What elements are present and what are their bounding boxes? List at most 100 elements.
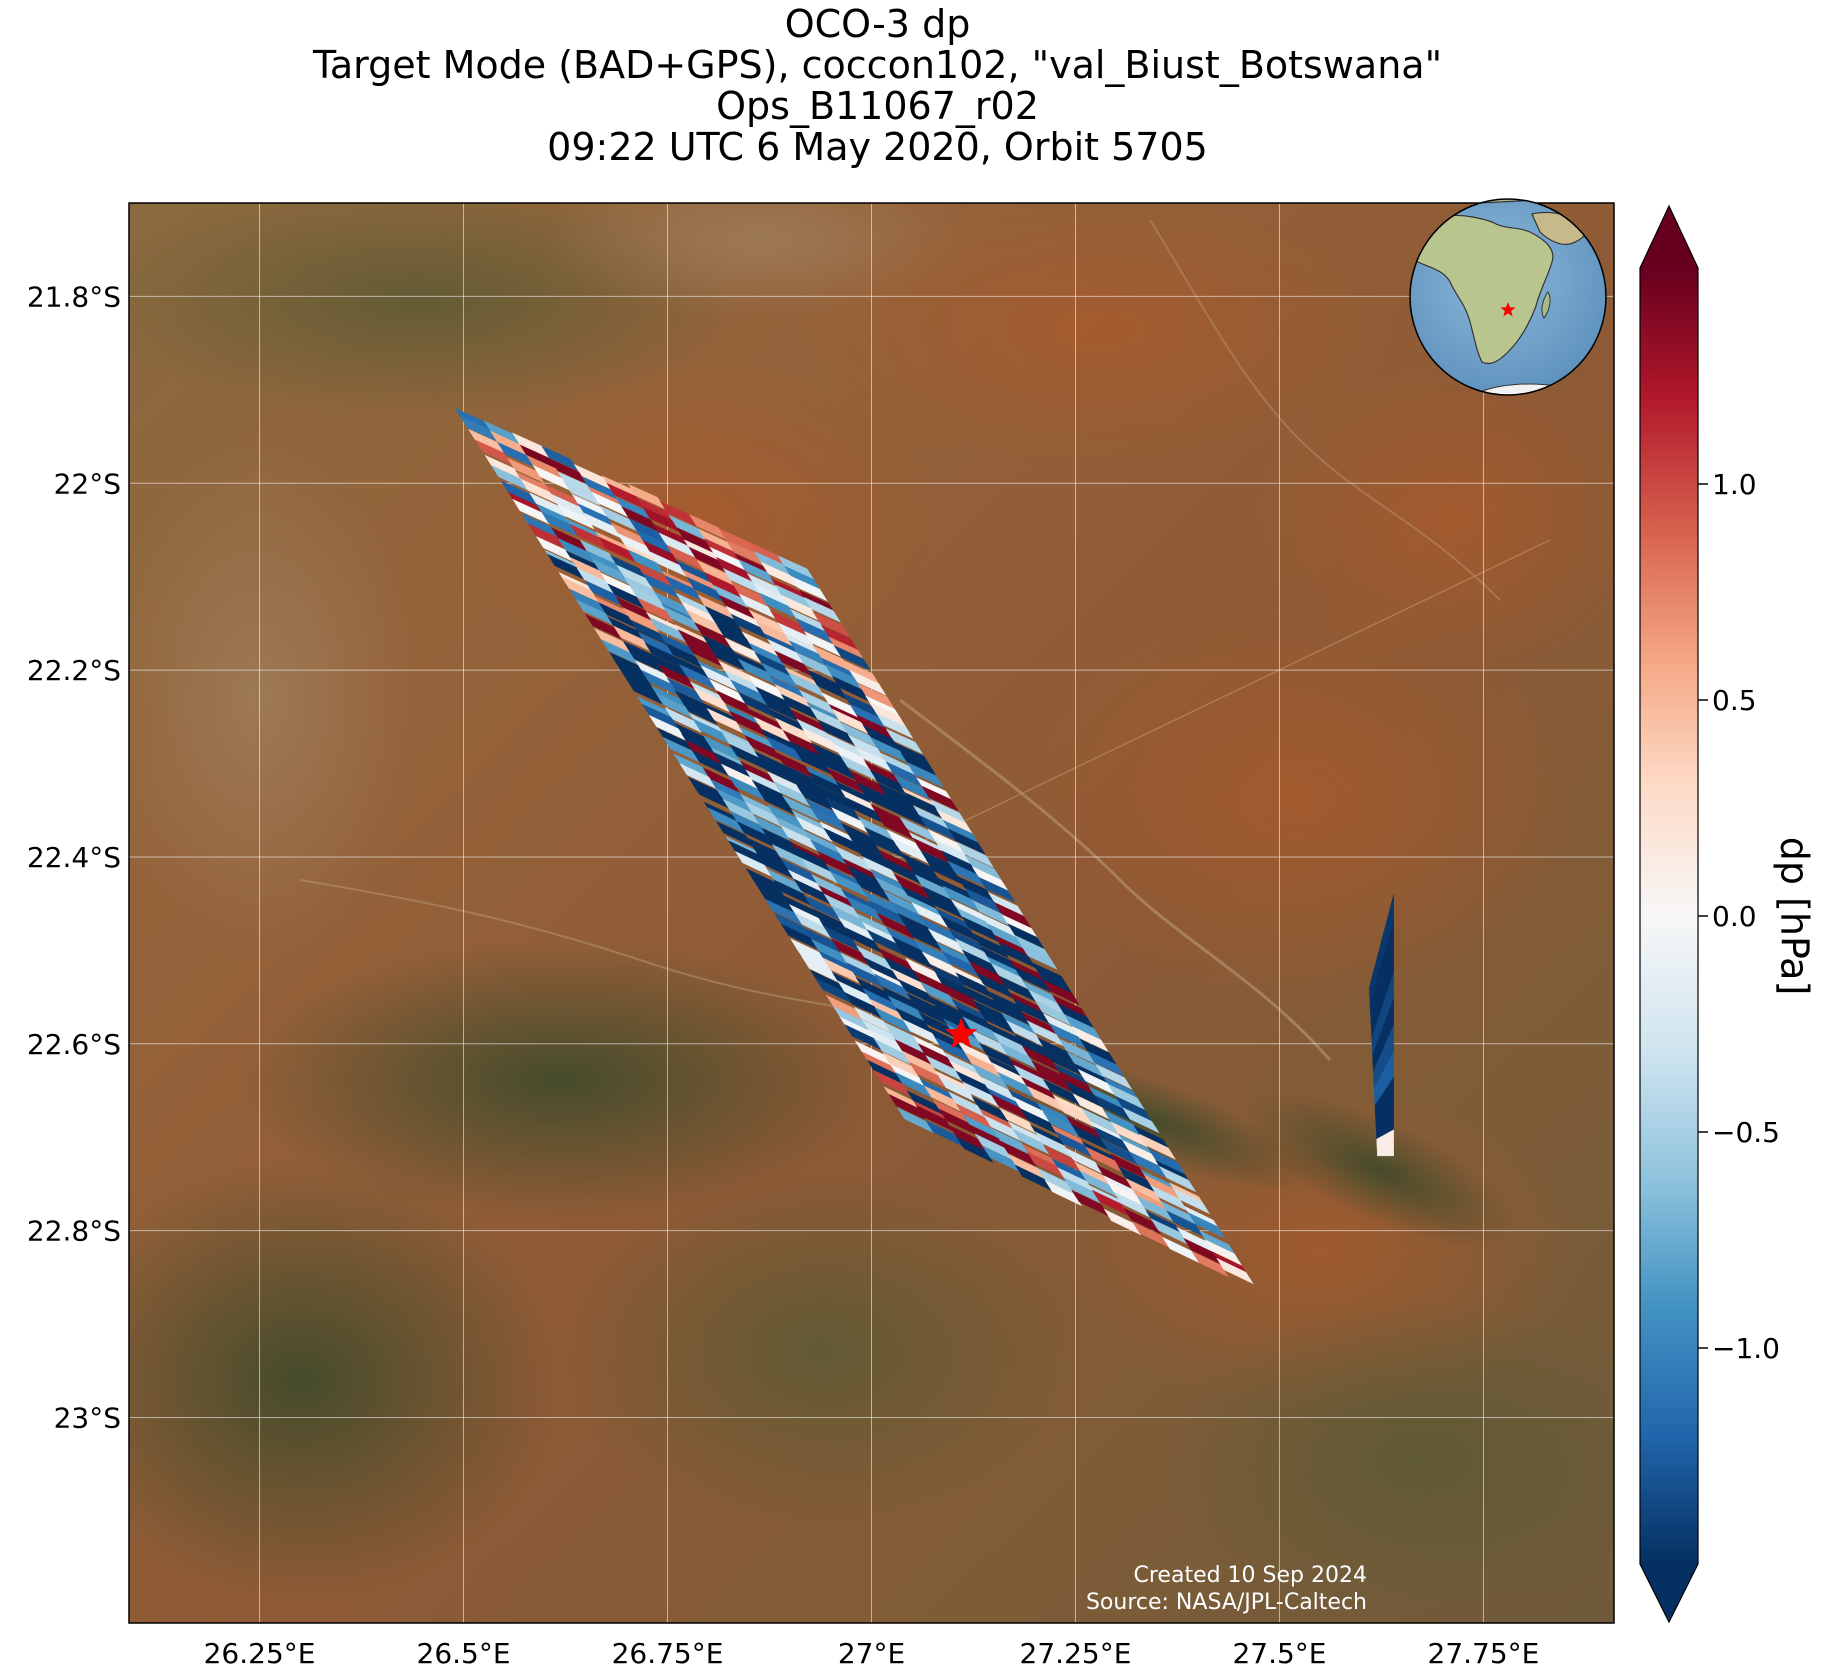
- dp-footprint: [563, 480, 601, 507]
- globe-target-star-icon: [1500, 302, 1516, 317]
- dp-footprint: [780, 693, 819, 720]
- dp-footprint: [1191, 1250, 1229, 1278]
- lon-tick-label: 26.25°E: [204, 1637, 316, 1670]
- colorbar-tick-label: −0.5: [1712, 1116, 1780, 1149]
- dp-footprint: [1204, 1239, 1243, 1266]
- colorbar-outline: [1639, 204, 1699, 1624]
- dp-footprint: [1007, 923, 1045, 950]
- dp-footprint: [1172, 1187, 1211, 1215]
- dp-footprint: [921, 785, 959, 812]
- inset-globe: [1409, 198, 1607, 396]
- dp-footprint: [888, 1093, 926, 1121]
- dp-footprint: [1093, 1094, 1132, 1122]
- dp-footprint: [730, 581, 769, 608]
- dp-footprint: [659, 501, 698, 527]
- dp-footprint: [1216, 1257, 1254, 1285]
- dp-footprint: [964, 986, 1002, 1013]
- title-line-1: OCO-3 dp: [784, 2, 971, 46]
- globe-madagascar: [1541, 291, 1551, 319]
- dp-footprint: [512, 498, 550, 525]
- dp-footprint: [765, 735, 804, 762]
- lon-tick-label: 27°E: [838, 1637, 905, 1670]
- dp-footprint: [708, 645, 747, 672]
- map-title: OCO-3 dp Target Mode (BAD+GPS), coccon10…: [0, 4, 1755, 168]
- dp-footprint: [874, 1007, 912, 1034]
- colorbar-ticks: 1.0 0.5 0.0 −0.5 −1.0: [1698, 468, 1780, 1365]
- dp-footprint: [956, 1136, 994, 1164]
- lon-tick-label: 27.25°E: [1020, 1637, 1132, 1670]
- dp-footprint: [875, 713, 914, 739]
- lat-tick-label: 22°S: [54, 467, 121, 500]
- dp-footprint: [664, 707, 703, 733]
- dp-footprint: [803, 596, 842, 623]
- dp-footprint: [636, 597, 675, 624]
- dp-swath-small: [1368, 894, 1394, 1157]
- colorbar-extend-max: [1640, 206, 1698, 268]
- dp-footprint: [1086, 1050, 1125, 1077]
- dp-footprint: [766, 803, 805, 831]
- dp-footprint: [1376, 1129, 1394, 1157]
- dp-footprint: [896, 1107, 935, 1134]
- dp-footprint: [557, 503, 595, 530]
- lat-tick-label: 22.2°S: [27, 654, 121, 687]
- dp-footprint: [1100, 1139, 1139, 1166]
- dp-footprint: [1103, 1208, 1142, 1236]
- dp-footprint: [885, 728, 924, 755]
- dp-footprint: [876, 912, 915, 940]
- title-line-3: Ops_B11067_r02: [716, 84, 1039, 128]
- lon-tick-label: 26.5°E: [417, 1637, 511, 1670]
- dp-footprint: [962, 1081, 1000, 1108]
- lat-tick-label: 22.8°S: [27, 1215, 121, 1248]
- dp-footprint: [956, 841, 994, 868]
- lat-tick-label: 21.8°S: [27, 280, 121, 313]
- dp-swath-main: [454, 407, 1254, 1285]
- dp-footprint: [622, 607, 660, 633]
- dp-footprint: [1013, 966, 1052, 993]
- colorbar-tick-label: −1.0: [1712, 1332, 1780, 1365]
- dp-footprint: [1044, 1179, 1083, 1207]
- dp-footprint: [794, 912, 832, 939]
- dp-footprint: [894, 1071, 933, 1099]
- dp-footprint: [1187, 1212, 1226, 1239]
- lon-tick-label: 26.75°E: [612, 1637, 724, 1670]
- dp-footprint: [1020, 943, 1058, 970]
- dp-footprint: [1110, 1121, 1149, 1148]
- lat-tick-label: 22.6°S: [27, 1028, 121, 1061]
- colorbar-extend-min: [1640, 1564, 1698, 1622]
- globe-africa: [1410, 214, 1554, 365]
- dp-footprint: [971, 1063, 1009, 1090]
- source-credit: Source: NASA/JPL-Caltech: [1085, 1590, 1367, 1615]
- dp-footprint: [1063, 1177, 1101, 1204]
- dp-footprint: [598, 536, 637, 563]
- dp-footprint: [506, 457, 545, 484]
- dp-footprint: [866, 929, 905, 956]
- lon-tick-label: 27.75°E: [1428, 1637, 1540, 1670]
- target-star-icon: [945, 1017, 978, 1049]
- dp-footprint: [584, 613, 623, 640]
- dp-footprint: [978, 876, 1016, 903]
- lat-tick-label: 23°S: [54, 1401, 121, 1434]
- dp-footprint: [753, 814, 791, 842]
- colorbar-tick-label: 0.5: [1712, 684, 1757, 717]
- colorbar-tick-label: 0.0: [1712, 900, 1757, 933]
- dp-footprint: [906, 761, 944, 788]
- terrain-texture: [129, 203, 1614, 1620]
- dp-footprint: [812, 611, 851, 638]
- dp-footprint: [702, 735, 741, 762]
- colorbar-gradient: [1640, 268, 1698, 1564]
- dp-footprint: [1071, 1025, 1109, 1053]
- dp-footprint: [1042, 1111, 1081, 1138]
- dp-footprint: [1094, 1063, 1133, 1090]
- colorbar: 1.0 0.5 0.0 −0.5 −1.0 dp [hPa]: [1639, 204, 1817, 1624]
- dp-footprint: [1138, 1133, 1177, 1160]
- dp-footprint: [977, 1007, 1016, 1035]
- dp-footprint: [971, 932, 1010, 959]
- latitude-axis: 21.8°S 22°S 22.2°S 22.4°S 22.6°S 22.8°S 23°S: [27, 280, 121, 1434]
- dp-footprint: [790, 575, 828, 602]
- map-frame: [128, 202, 1615, 1624]
- colorbar-tick-label: 1.0: [1712, 468, 1757, 501]
- dp-footprint: [795, 816, 833, 843]
- longitude-axis: 26.25°E 26.5°E 26.75°E 27°E 27.25°E 27.5°E 27.…: [204, 1637, 1540, 1670]
- created-date: Created 10 Sep 2024: [1133, 1563, 1368, 1588]
